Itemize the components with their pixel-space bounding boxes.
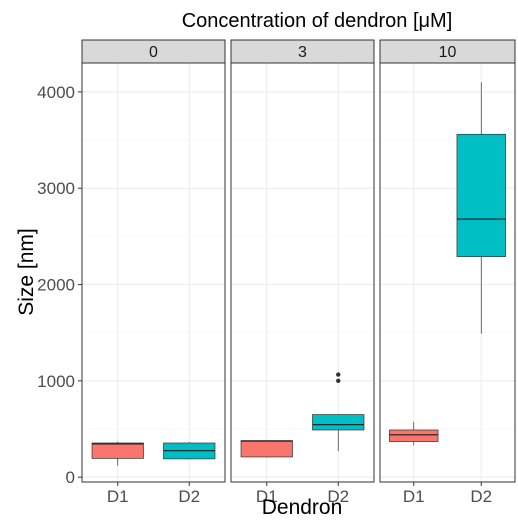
y-axis: 0 1000 2000 3000 4000 — [37, 83, 82, 487]
x-tick-label: D2 — [470, 487, 492, 506]
x-tick-label: D1 — [107, 487, 129, 506]
facet-strip-label: 10 — [439, 44, 457, 61]
y-axis-label: Size [nm] — [15, 228, 38, 316]
box-D1 — [389, 421, 439, 446]
facet-panel-3: 3 D1 D2 — [230, 39, 375, 506]
panel-background — [231, 63, 374, 482]
facet-panel-10: 10 D1 D2 — [379, 39, 516, 506]
x-tick-label: D1 — [403, 487, 425, 506]
box-body — [456, 133, 506, 257]
y-tick-label: 2000 — [37, 276, 75, 295]
facet-strip — [230, 39, 375, 64]
box-body — [240, 440, 293, 458]
box-body — [91, 442, 144, 459]
chart-title: Concentration of dendron [μM] — [182, 10, 453, 32]
x-tick-label: D2 — [327, 487, 349, 506]
box-body — [312, 414, 365, 431]
box-D2 — [312, 372, 365, 452]
x-axis-label: Dendron — [262, 496, 343, 519]
outlier-point — [336, 378, 341, 384]
x-tick-label: D2 — [178, 487, 200, 506]
panel-background — [82, 63, 225, 482]
box-body — [389, 429, 439, 442]
box-D2 — [163, 442, 216, 460]
facet-strip-label: 3 — [298, 44, 307, 61]
facet-strip-label: 0 — [149, 44, 158, 61]
facet-panels: 0 D1 D2 3 D1 D2 10 D1 D2 — [81, 39, 516, 506]
box-D2 — [456, 82, 506, 334]
y-tick-label: 3000 — [37, 179, 75, 198]
y-tick-label: 4000 — [37, 83, 75, 102]
y-tick-label: 1000 — [37, 372, 75, 391]
outlier-point — [336, 372, 341, 377]
facet-strip — [379, 39, 516, 64]
facet-panel-0: 0 D1 D2 — [81, 39, 226, 506]
box-D1 — [240, 440, 293, 458]
x-tick-label: D1 — [256, 487, 278, 506]
box-D1 — [91, 441, 144, 466]
facet-strip — [81, 39, 226, 64]
panel-background — [380, 63, 515, 482]
y-tick-label: 0 — [66, 468, 75, 487]
